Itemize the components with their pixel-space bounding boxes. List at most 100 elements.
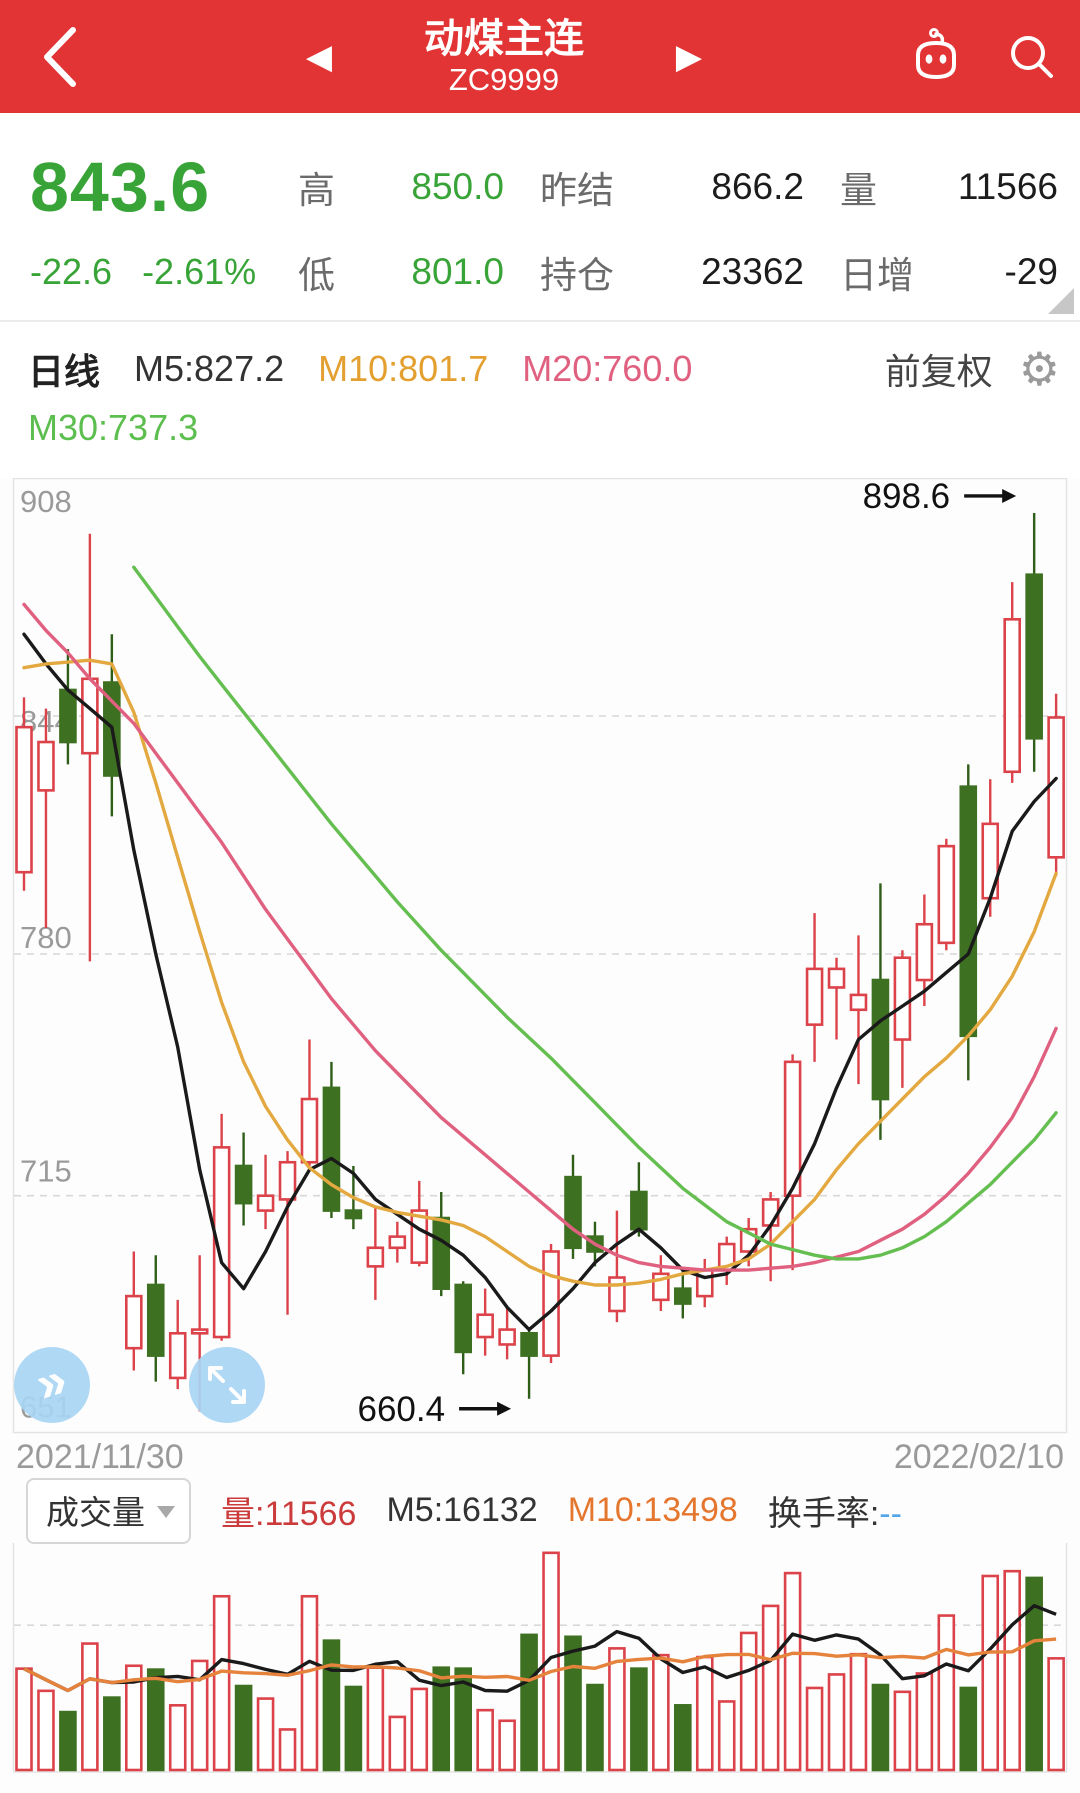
turnover-value: --	[879, 1495, 902, 1533]
volume-chart-section[interactable]	[0, 1543, 1080, 1783]
indicator-selector[interactable]: 成交量	[26, 1477, 191, 1544]
volume-label: 量	[840, 170, 877, 211]
candle-up	[37, 740, 55, 792]
volume-bar-down	[673, 1704, 692, 1772]
volume-bar-up	[168, 1704, 187, 1772]
dropdown-triangle-icon	[157, 1505, 175, 1518]
candle-up	[300, 1097, 319, 1164]
volume-bar-up	[893, 1690, 912, 1772]
price-change: -22.6	[30, 251, 113, 292]
volume-bar-down	[59, 1710, 77, 1772]
candle-up	[212, 1146, 231, 1339]
chart-toolbar: 日线 M5:827.2 M10:801.7 M20:760.0 前复权 ⚙ M3…	[0, 322, 1080, 478]
annotation-arrowhead	[497, 1401, 512, 1416]
volume-bar-up	[981, 1574, 1000, 1772]
gear-icon[interactable]: ⚙	[1018, 343, 1060, 395]
volume-bar-up	[476, 1708, 494, 1772]
ma30-legend: M30:737.3	[28, 407, 199, 448]
low-value: 801.0	[411, 251, 504, 292]
candle-down	[432, 1216, 451, 1290]
oi-change-value: -29	[1004, 251, 1058, 292]
page-title: 动煤主连	[424, 16, 584, 61]
assistant-button[interactable]	[888, 0, 984, 113]
candle-up	[937, 844, 956, 945]
volume-bar-down	[146, 1668, 165, 1772]
search-icon	[1011, 35, 1053, 78]
prev-contract-button[interactable]: ◀	[274, 0, 364, 113]
back-button[interactable]	[0, 0, 120, 113]
volume-bar-down	[1025, 1576, 1043, 1772]
prev-triangle-icon: ◀	[305, 37, 333, 76]
x-axis-dates: 2021/11/30 2022/02/10	[0, 1436, 1080, 1478]
ma5-line	[22, 632, 1058, 1332]
contract-code: ZC9999	[448, 61, 560, 97]
volume-ma5-line	[23, 1604, 1057, 1693]
volume-bar-up	[37, 1689, 55, 1772]
indicator-selector-label: 成交量	[46, 1493, 145, 1531]
price-change-pct: -2.61%	[142, 251, 257, 292]
candle-up	[608, 1276, 626, 1313]
volume-bar-up	[1003, 1569, 1022, 1772]
ma20-line	[22, 602, 1058, 1272]
plot-border	[12, 478, 1068, 1434]
volume-bar-up	[81, 1642, 99, 1772]
period-tab-daily[interactable]: 日线	[28, 351, 101, 392]
candle-down	[673, 1287, 692, 1305]
volume-bar-up	[937, 1614, 956, 1772]
volume-bar-up	[256, 1697, 275, 1772]
candle-up	[388, 1235, 407, 1250]
volume-bar-down	[234, 1684, 253, 1772]
candles-layer	[15, 512, 1065, 1412]
volume-bar-up	[805, 1686, 824, 1772]
candle-up	[81, 677, 99, 755]
volume-bar-up	[212, 1594, 231, 1772]
candle-up	[125, 1294, 143, 1350]
candle-up	[915, 922, 934, 982]
candle-up	[190, 1328, 209, 1335]
candle-down	[146, 1283, 165, 1357]
volume-bar-up	[542, 1551, 560, 1772]
ma30-line	[132, 565, 1058, 1261]
candle-up	[476, 1313, 494, 1339]
volume-bar-up	[783, 1571, 802, 1772]
next-triangle-icon: ▶	[675, 37, 703, 76]
volume-bar-up	[125, 1664, 143, 1772]
candle-up	[849, 993, 868, 1012]
jump-latest-button[interactable]: »	[14, 1347, 90, 1423]
volume-bar-down	[322, 1639, 341, 1772]
annotation-arrowhead	[1002, 488, 1017, 503]
annotation-text: 898.6	[863, 478, 951, 516]
next-contract-button[interactable]: ▶	[644, 0, 734, 113]
search-button[interactable]	[984, 0, 1080, 113]
candle-up	[1003, 618, 1022, 774]
volume-bar-down	[564, 1635, 582, 1772]
candle-up	[410, 1209, 429, 1264]
last-price: 843.6	[30, 148, 211, 226]
expand-panel-triangle-icon[interactable]	[1048, 288, 1074, 314]
high-label: 高	[298, 170, 335, 211]
volume-header: 成交量 量:11566 M5:16132 M10:13498 换手率:--	[0, 1477, 1080, 1544]
volume-ma10-line	[23, 1637, 1057, 1693]
turnover-legend: 换手率:--	[767, 1495, 902, 1533]
volume-chart[interactable]	[0, 1543, 1080, 1778]
candle-up	[366, 1246, 385, 1268]
candle-down	[454, 1283, 473, 1354]
candle-up	[168, 1332, 187, 1380]
candle-down	[959, 785, 978, 1038]
contract-titlebox: 动煤主连 ZC9999	[364, 16, 644, 98]
volume-bar-up	[717, 1700, 736, 1772]
app-header: ◀ 动煤主连 ZC9999 ▶	[0, 0, 1080, 113]
quote-panel: 843.6 -22.6 -2.61% 高 850.0 昨结 866.2 量 11…	[0, 113, 1080, 322]
volume-bar-up	[915, 1672, 934, 1772]
volume-bar-down	[454, 1667, 473, 1772]
volume-ma5-legend: M5:16132	[386, 1491, 538, 1529]
zoom-expand-button[interactable]	[189, 1347, 265, 1423]
volume-bar-down	[959, 1686, 978, 1772]
candle-up	[827, 967, 846, 989]
adjust-mode-button[interactable]: 前复权	[884, 351, 993, 392]
ma10-line	[22, 658, 1058, 1287]
candle-down	[1025, 573, 1043, 740]
